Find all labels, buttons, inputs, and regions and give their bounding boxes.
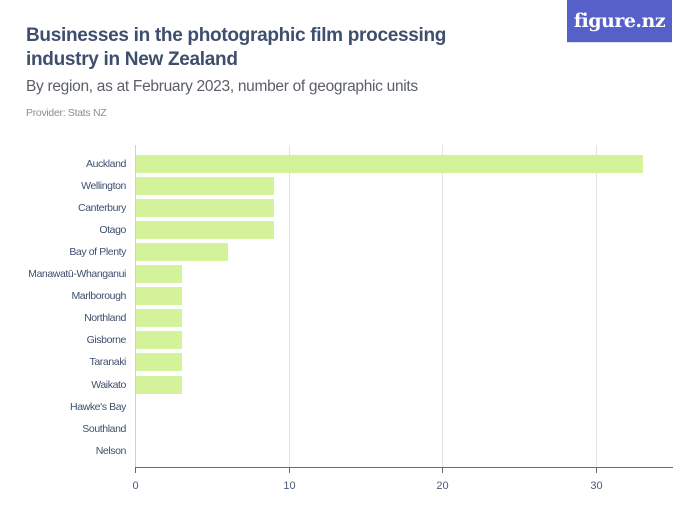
gridline (289, 145, 290, 467)
bar-row: Wellington (0, 177, 700, 195)
category-label: Hawke's Bay (70, 401, 126, 413)
bar-row: Bay of Plenty (0, 243, 700, 261)
x-tick-label: 20 (436, 480, 449, 492)
bar[interactable] (136, 331, 182, 349)
figure-nz-logo[interactable]: figure.nz (567, 0, 672, 42)
x-tick (442, 467, 443, 473)
category-label: Otago (99, 224, 126, 236)
bar[interactable] (136, 376, 182, 394)
chart-subtitle: By region, as at February 2023, number o… (26, 78, 418, 95)
category-label: Gisborne (86, 334, 127, 346)
x-tick (135, 467, 136, 473)
bar-row: Northland (0, 309, 700, 327)
bar-row: Canterbury (0, 199, 700, 217)
gridline (442, 145, 443, 467)
bar-row: Nelson (0, 442, 700, 460)
category-label: Bay of Plenty (69, 246, 126, 258)
bar-row: Otago (0, 221, 700, 239)
bar-row: Gisborne (0, 331, 700, 349)
bar[interactable] (136, 353, 182, 371)
bar[interactable] (136, 199, 274, 217)
x-tick-label: 30 (590, 480, 603, 492)
category-label: Southland (82, 423, 126, 435)
bar[interactable] (136, 177, 274, 195)
category-label: Canterbury (78, 202, 126, 214)
category-label: Manawatū-Whanganui (28, 268, 126, 280)
gridline (596, 145, 597, 467)
logo-text: figure.nz (573, 10, 666, 32)
category-label: Wellington (81, 180, 126, 192)
bar-row: Auckland (0, 155, 700, 173)
bar[interactable] (136, 309, 182, 327)
x-tick-label: 10 (283, 480, 296, 492)
bar[interactable] (136, 265, 182, 283)
category-label: Auckland (86, 158, 126, 170)
x-tick (596, 467, 597, 473)
y-axis-line (135, 145, 136, 467)
bar[interactable] (136, 155, 643, 173)
bar[interactable] (136, 221, 274, 239)
category-label: Northland (84, 312, 126, 324)
logo-underline (567, 42, 672, 43)
bar-row: Southland (0, 420, 700, 438)
category-label: Waikato (91, 379, 126, 391)
x-tick (289, 467, 290, 473)
category-label: Nelson (95, 445, 127, 457)
bar[interactable] (136, 287, 182, 305)
x-tick-label: 0 (132, 480, 139, 492)
bar-row: Manawatū-Whanganui (0, 265, 700, 283)
provider-label: Provider: Stats NZ (26, 107, 107, 119)
category-label: Taranaki (89, 356, 127, 368)
bar-row: Taranaki (0, 353, 700, 371)
chart-title: Businesses in the photographic film proc… (26, 25, 447, 70)
bar-row: Marlborough (0, 287, 700, 305)
category-label: Marlborough (71, 290, 126, 302)
x-axis-line (135, 467, 673, 468)
bar-row: Hawke's Bay (0, 398, 700, 416)
bar[interactable] (136, 243, 228, 261)
bar-row: Waikato (0, 376, 700, 394)
